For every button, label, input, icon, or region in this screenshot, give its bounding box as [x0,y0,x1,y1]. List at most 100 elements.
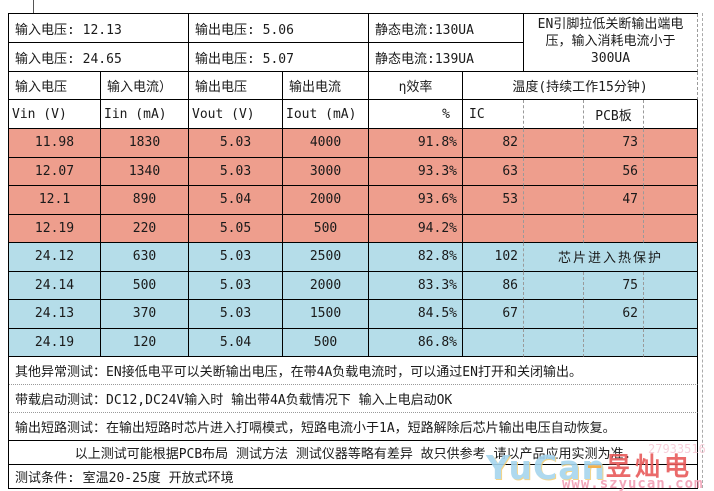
header-temp-blank-1 [524,100,584,129]
input-voltage-12v-cell: 输入电压: 12.13 [9,14,189,43]
cell-blank1 [524,271,584,300]
gridline-stub [33,0,34,13]
summary-row-12v: 输入电压: 12.13 输出电压: 5.06 静态电流:130UA [9,14,524,43]
quiescent-current-24v-cell: 静态电流:139UA [369,43,524,72]
test-condition-text: 测试条件: 室温20-25度 开放式环境 [9,465,698,489]
header-temp-blank-2 [644,100,698,129]
cell-vout: 5.03 [189,129,283,158]
cell-iout: 500 [283,328,369,357]
cell-efficiency: 83.3% [369,271,463,300]
output-voltage-12v-cell: 输出电压: 5.06 [189,14,369,43]
cell-efficiency: 91.8% [369,129,463,158]
cell-blank1 [524,214,584,243]
cell-efficiency: 82.8% [369,243,463,272]
cell-pcb: 47 [584,186,644,215]
header-iin: 输入电流） [101,72,189,100]
data-row: 11.98 1830 5.03 4000 91.8% 82 73 [9,129,698,158]
header-row-1: 输入电压 输入电流） 输出电压 输出电流 η效率 温度(持续工作15分钟) [9,72,698,100]
cell-ic: 82 [463,129,524,158]
cell-vout: 5.03 [189,300,283,329]
cell-efficiency: 84.5% [369,300,463,329]
data-row: 12.19 220 5.05 500 94.2% [9,214,698,243]
cell-iin: 630 [101,243,189,272]
cell-ic: 102 [463,243,524,272]
cell-iout: 2000 [283,271,369,300]
cell-iin: 120 [101,328,189,357]
short-circuit-test-text: 输出短路测试：在输出短路时芯片进入打嗝模式，短路电流小于1A，短路解除后芯片输出… [9,413,698,441]
data-row: 12.07 1340 5.03 3000 93.3% 63 56 [9,157,698,186]
cell-ic: 86 [463,271,524,300]
cell-vin: 24.12 [9,243,101,272]
data-row: 24.13 370 5.03 1500 84.5% 67 62 [9,300,698,329]
cell-blank1 [524,300,584,329]
cell-vin: 12.07 [9,157,101,186]
cell-blank2 [644,271,698,300]
note-load-startup-test: 带载启动测试：DC12,DC24V输入时 输出带4A负载情况下 输入上电启动OK [9,385,698,413]
cell-pcb [584,214,644,243]
cell-vout: 5.04 [189,328,283,357]
header-temperature: 温度(持续工作15分钟) [463,72,698,100]
header-pcb-temp: PCB板 [584,100,644,129]
cell-vin: 12.19 [9,214,101,243]
cell-blank1 [524,328,584,357]
cell-iin: 890 [101,186,189,215]
cell-ic [463,328,524,357]
cell-pcb [584,328,644,357]
cell-blank2 [644,214,698,243]
note-abnormal-test: 其他异常测试：EN接低电平可以关断输出电压，在带4A负载电流时，可以通过EN打开… [9,357,698,385]
cell-iin: 370 [101,300,189,329]
cell-pcb: 62 [584,300,644,329]
cell-pcb: 75 [584,271,644,300]
cell-pcb: 73 [584,129,644,158]
cell-iin: 1340 [101,157,189,186]
quiescent-current-12v-cell: 静态电流:130UA [369,14,524,43]
header-iout-unit: Iout (mA) [283,100,369,129]
load-startup-test-text: 带载启动测试：DC12,DC24V输入时 输出带4A负载情况下 输入上电启动OK [9,385,698,413]
summary-row-24v: 输入电压: 24.65 输出电压: 5.07 静态电流:139UA [9,43,524,72]
cell-blank2 [644,129,698,158]
cell-iin: 220 [101,214,189,243]
data-row: 12.1 890 5.04 2000 93.6% 53 47 [9,186,698,215]
cell-pcb: 56 [584,157,644,186]
cell-blank1 [524,129,584,158]
data-rows: 11.98 1830 5.03 4000 91.8% 82 73 12.07 1340 5.03 3… [9,129,698,357]
header-efficiency-unit: % [369,100,463,129]
output-voltage-24v-cell: 输出电压: 5.07 [189,43,369,72]
cell-blank1 [524,157,584,186]
cell-iin: 1830 [101,129,189,158]
header-iin-unit: Iin (mA) [101,100,189,129]
header-vout-unit: Vout (V) [189,100,283,129]
cell-iout: 2500 [283,243,369,272]
cell-vout: 5.03 [189,271,283,300]
note-short-circuit-test: 输出短路测试：在输出短路时芯片进入打嗝模式，短路电流小于1A，短路解除后芯片输出… [9,413,698,441]
sheet-gridline [702,13,703,488]
cell-vout: 5.03 [189,157,283,186]
report-table: 输入电压: 12.13 输出电压: 5.06 静态电流:130UA 输入电压: … [8,13,698,489]
header-iout: 输出电流 [283,72,369,100]
data-row: 24.14 500 5.03 2000 83.3% 86 75 [9,271,698,300]
abnormal-test-text: 其他异常测试：EN接低电平可以关断输出电压，在带4A负载电流时，可以通过EN打开… [9,357,698,385]
cell-vout: 5.04 [189,186,283,215]
cell-ic: 67 [463,300,524,329]
cell-iout: 1500 [283,300,369,329]
note-disclaimer: 以上测试可能根据PCB布局 测试方法 测试仪器等略有差异 故只供参考 请以产品应… [9,441,698,465]
cell-iin: 500 [101,271,189,300]
cell-note: 芯片进入热保护 [524,243,698,272]
header-vout: 输出电压 [189,72,283,100]
cell-ic [463,214,524,243]
cell-efficiency: 94.2% [369,214,463,243]
cell-blank1 [524,186,584,215]
data-row: 24.19 120 5.04 500 86.8% [9,328,698,357]
input-voltage-24v-cell: 输入电压: 24.65 [9,43,189,72]
summary-left: 输入电压: 12.13 输出电压: 5.06 静态电流:130UA 输入电压: … [9,14,524,72]
cell-vin: 11.98 [9,129,101,158]
cell-efficiency: 93.6% [369,186,463,215]
cell-ic: 53 [463,186,524,215]
cell-efficiency: 86.8% [369,328,463,357]
header-vin: 输入电压 [9,72,101,100]
disclaimer-text: 以上测试可能根据PCB布局 测试方法 测试仪器等略有差异 故只供参考 请以产品应… [9,441,698,465]
cell-vin: 12.1 [9,186,101,215]
cell-vin: 24.13 [9,300,101,329]
cell-iout: 2000 [283,186,369,215]
